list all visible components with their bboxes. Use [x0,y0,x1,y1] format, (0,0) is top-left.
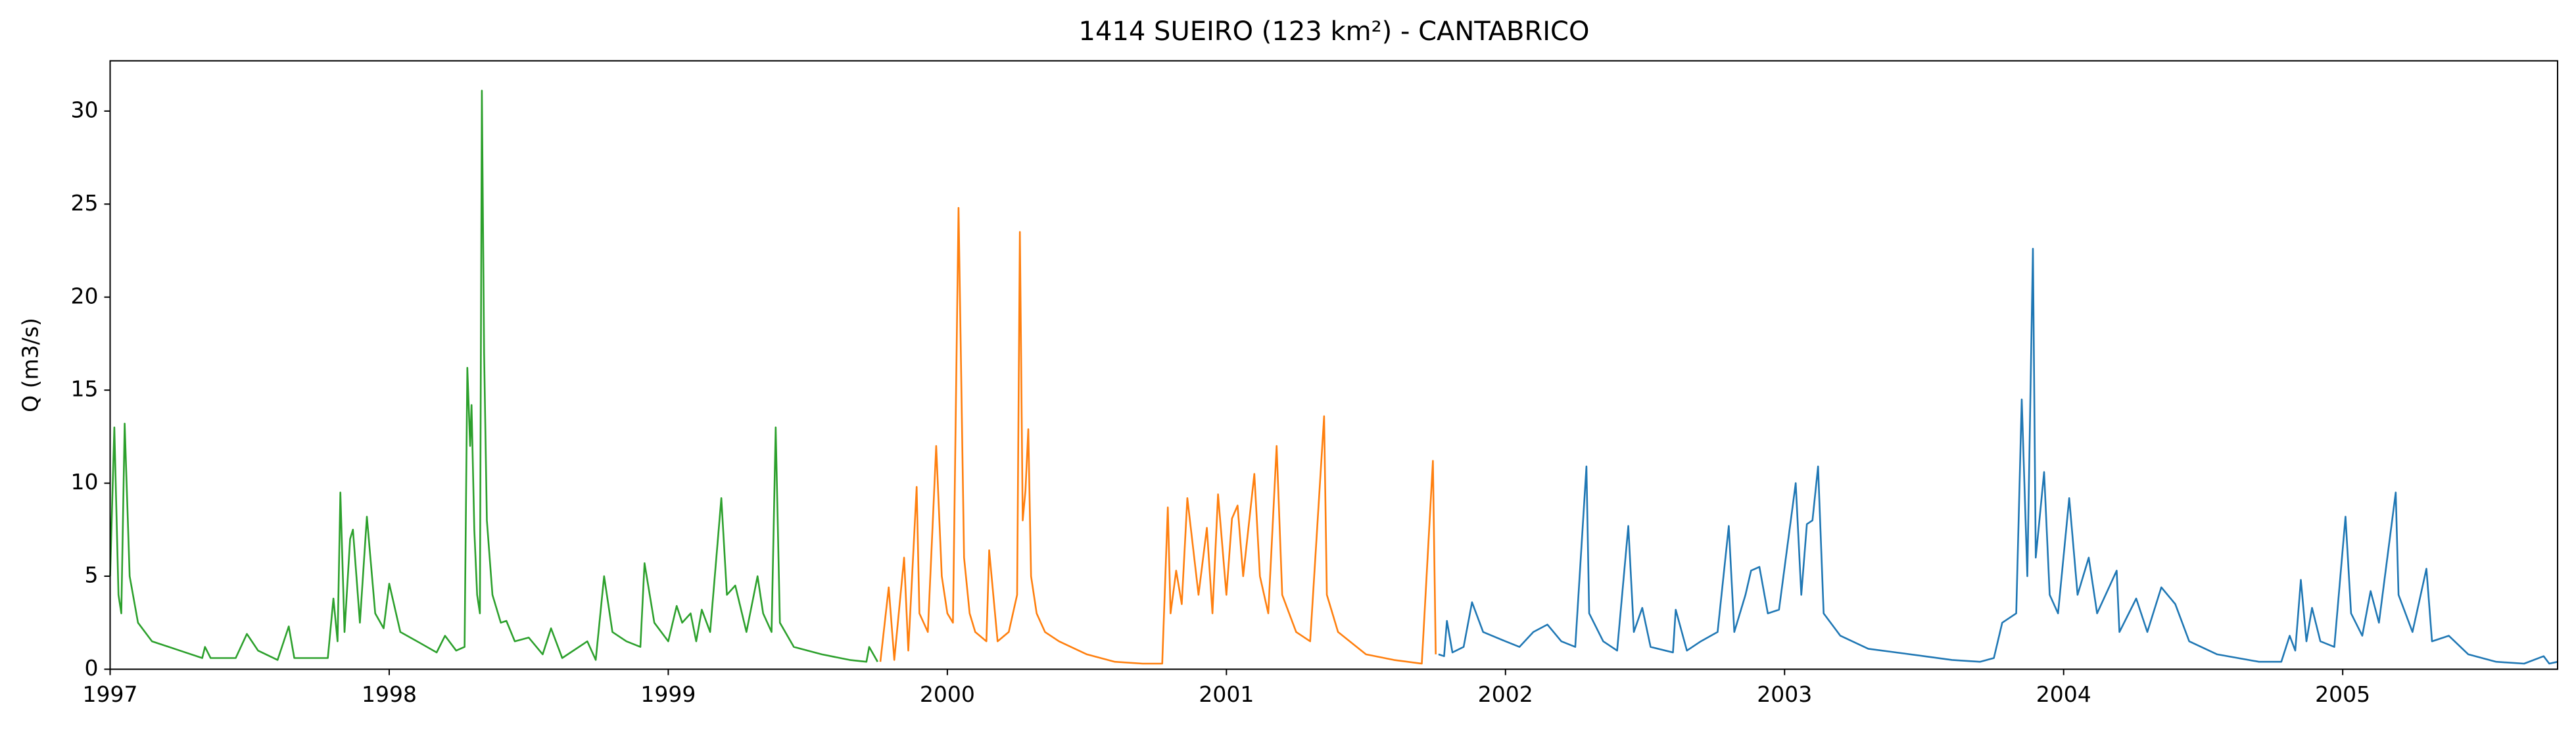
x-tick-label: 1998 [362,681,417,707]
y-tick-label: 30 [71,97,99,122]
y-tick-label: 25 [71,190,99,216]
series-line [879,207,1437,665]
x-tick-label: 1997 [83,681,138,707]
x-tick-label: 2005 [2315,681,2370,707]
x-tick-label: 2000 [920,681,975,707]
y-tick-label: 15 [71,376,99,402]
chart-title: 1414 SUEIRO (123 km²) - CANTABRICO [1079,16,1590,47]
x-tick-label: 2001 [1199,681,1254,707]
plot-frame [109,60,2558,670]
y-tick-label: 10 [71,469,99,495]
y-tick-label: 20 [71,283,99,308]
y-axis-label: Q (m3/s) [18,318,43,412]
x-tick-label: 1999 [640,681,696,707]
x-tick-label: 2002 [1478,681,1533,707]
x-tick-label: 2003 [1757,681,1812,707]
x-tick-label: 2004 [2036,681,2091,707]
y-tick-label: 0 [85,655,99,681]
y-tick-label: 5 [85,562,99,588]
series-line [1438,247,2558,665]
series-line [109,89,878,663]
